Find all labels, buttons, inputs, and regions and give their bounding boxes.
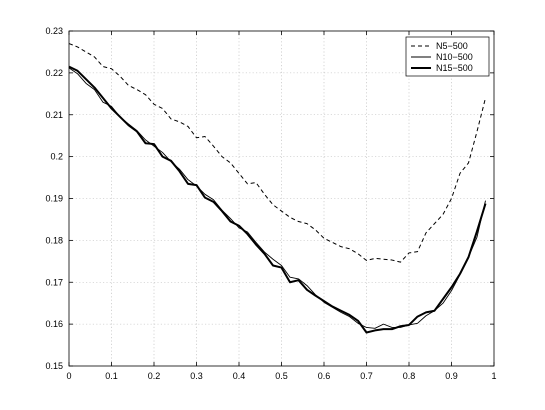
x-tick-label: 0.3 [190,371,203,381]
series-line-1 [68,43,486,263]
series-line-2 [68,67,486,329]
x-tick-label: 0.2 [148,371,161,381]
y-tick-label: 0.16 [45,319,63,329]
axis-ticks: 0 0.1 0.2 0.3 0.4 0.5 0.6 0.7 0.8 0.9 1 0.15 0.16 0.1… [45,26,496,381]
y-tick-label: 0.15 [45,361,63,371]
y-tick-label: 0.22 [45,68,63,78]
y-tick-label: 0.19 [45,194,63,204]
x-tick-label: 0.8 [403,371,416,381]
grid [69,31,494,366]
y-tick-label: 0.17 [45,277,63,287]
series-line-3 [68,65,487,334]
x-tick-label: 0.9 [445,371,458,381]
x-tick-label: 0 [66,371,71,381]
legend-label: N15−500 [436,63,473,73]
x-tick-label: 0.5 [275,371,288,381]
y-tick-label: 0.18 [45,235,63,245]
y-tick-label: 0.21 [45,110,63,120]
x-tick-label: 0.7 [360,371,373,381]
x-tick-label: 0.1 [105,371,118,381]
x-tick-label: 0.4 [233,371,246,381]
legend-label: N5−500 [436,41,468,51]
series-lines [68,43,487,334]
legend-label: N10−500 [436,52,473,62]
x-tick-label: 1 [491,371,496,381]
y-tick-label: 0.2 [50,152,63,162]
x-tick-label: 0.6 [318,371,331,381]
y-tick-label: 0.23 [45,26,63,36]
legend-box [405,36,490,77]
